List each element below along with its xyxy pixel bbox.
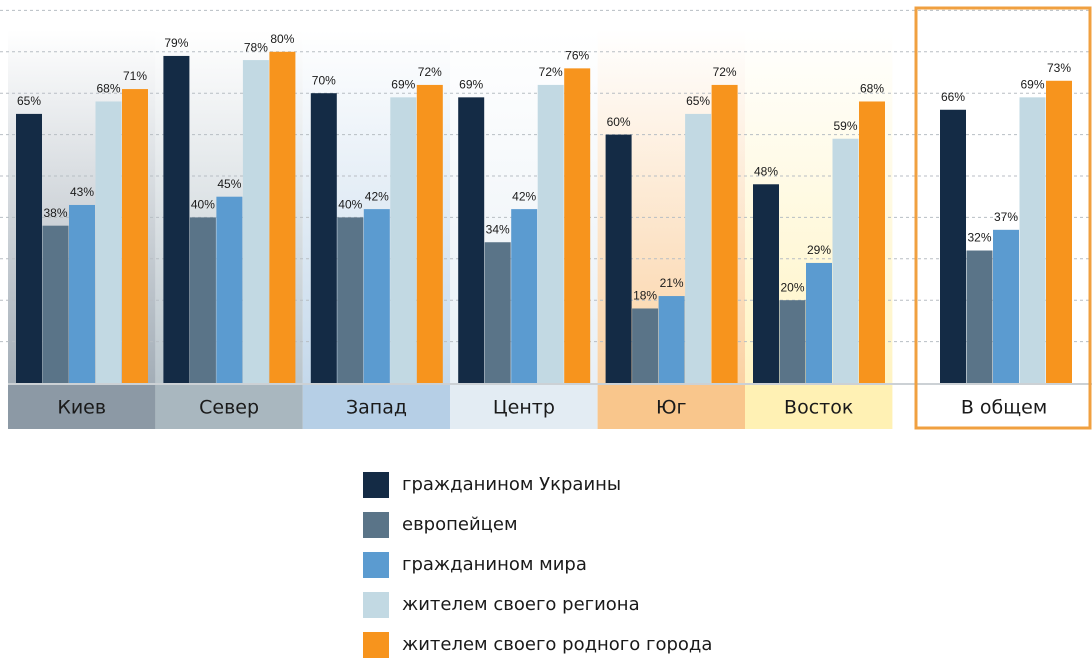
value-label: 32% — [967, 231, 991, 245]
bar — [711, 84, 738, 384]
value-label: 21% — [660, 276, 684, 290]
bar — [1019, 97, 1046, 383]
value-label: 40% — [191, 198, 215, 212]
value-label: 78% — [244, 40, 268, 54]
bar — [69, 204, 95, 383]
category-label-box — [745, 385, 893, 429]
bar — [42, 225, 69, 383]
x-tick-label: Восток — [784, 397, 853, 419]
value-label: 69% — [1020, 78, 1044, 92]
bar — [940, 109, 966, 383]
legend-label: гражданином Украины — [402, 474, 621, 495]
value-label: 38% — [43, 206, 67, 220]
bar — [337, 217, 364, 383]
value-label: 43% — [70, 185, 94, 199]
bar — [310, 93, 337, 383]
bar — [95, 101, 122, 383]
bar — [1046, 80, 1072, 383]
legend-label: жителем своего родного города — [402, 634, 712, 655]
value-label: 73% — [1047, 61, 1071, 75]
x-tick-label: Запад — [346, 397, 407, 419]
legend-swatch — [363, 512, 389, 538]
bar — [859, 101, 885, 383]
value-label: 42% — [365, 189, 389, 203]
category-label-box — [155, 385, 303, 429]
bar — [658, 296, 685, 383]
bar — [390, 97, 417, 383]
bar — [806, 262, 832, 383]
highlight-box — [914, 6, 1092, 430]
bar — [564, 68, 591, 384]
value-label: 18% — [633, 289, 657, 303]
value-label: 29% — [807, 243, 831, 257]
bar — [685, 113, 712, 384]
bar — [484, 242, 511, 383]
value-label: 76% — [565, 49, 589, 63]
bar — [269, 51, 296, 384]
bar — [537, 84, 564, 384]
bar — [122, 89, 148, 383]
bar — [605, 134, 632, 383]
value-label: 40% — [338, 198, 362, 212]
bar — [163, 55, 190, 383]
value-label: 69% — [391, 78, 415, 92]
value-label: 70% — [312, 73, 336, 87]
legend-swatch — [363, 472, 389, 498]
bar — [416, 84, 443, 384]
value-label: 72% — [713, 65, 737, 79]
value-label: 65% — [17, 94, 41, 108]
bar — [458, 97, 485, 383]
category-label-box — [8, 385, 156, 429]
value-label: 72% — [418, 65, 442, 79]
category-label-box — [302, 385, 451, 429]
bar — [242, 60, 269, 384]
value-label: 34% — [486, 222, 510, 236]
value-label: 68% — [96, 82, 120, 96]
category-label-box — [916, 385, 1092, 429]
x-tick-label: Север — [199, 397, 259, 419]
bar — [966, 250, 993, 383]
bar — [216, 196, 243, 383]
x-tick-label: Центр — [493, 397, 555, 419]
x-tick-label: Юг — [656, 397, 687, 419]
value-label: 20% — [780, 280, 804, 294]
legend-swatch — [363, 552, 389, 578]
value-label: 72% — [539, 65, 563, 79]
category-label-box — [450, 385, 598, 429]
legend-swatch — [363, 632, 389, 658]
value-label: 60% — [607, 115, 631, 129]
bar — [632, 308, 659, 383]
value-label: 59% — [833, 119, 857, 133]
legend-label: жителем своего региона — [402, 594, 640, 615]
value-label: 37% — [994, 210, 1018, 224]
legend-swatch — [363, 592, 389, 618]
bar — [363, 209, 390, 383]
legend-label: гражданином мира — [402, 554, 587, 575]
bar — [189, 217, 216, 383]
value-label: 48% — [754, 164, 778, 178]
value-label: 66% — [941, 90, 965, 104]
bar — [511, 209, 538, 383]
bar — [753, 184, 779, 383]
bar — [779, 300, 806, 383]
category-label-box — [597, 385, 745, 429]
legend-label: европейцем — [402, 514, 518, 535]
value-label: 42% — [512, 189, 536, 203]
value-label: 71% — [123, 69, 147, 83]
value-label: 65% — [686, 94, 710, 108]
value-label: 68% — [860, 82, 884, 96]
x-tick-label: В общем — [961, 397, 1047, 419]
value-label: 69% — [459, 78, 483, 92]
value-label: 45% — [217, 177, 241, 191]
bar — [832, 138, 859, 383]
value-label: 80% — [270, 32, 294, 46]
bar — [16, 113, 42, 384]
value-label: 79% — [164, 36, 188, 50]
x-tick-label: Киев — [57, 397, 106, 419]
bar — [993, 229, 1019, 383]
